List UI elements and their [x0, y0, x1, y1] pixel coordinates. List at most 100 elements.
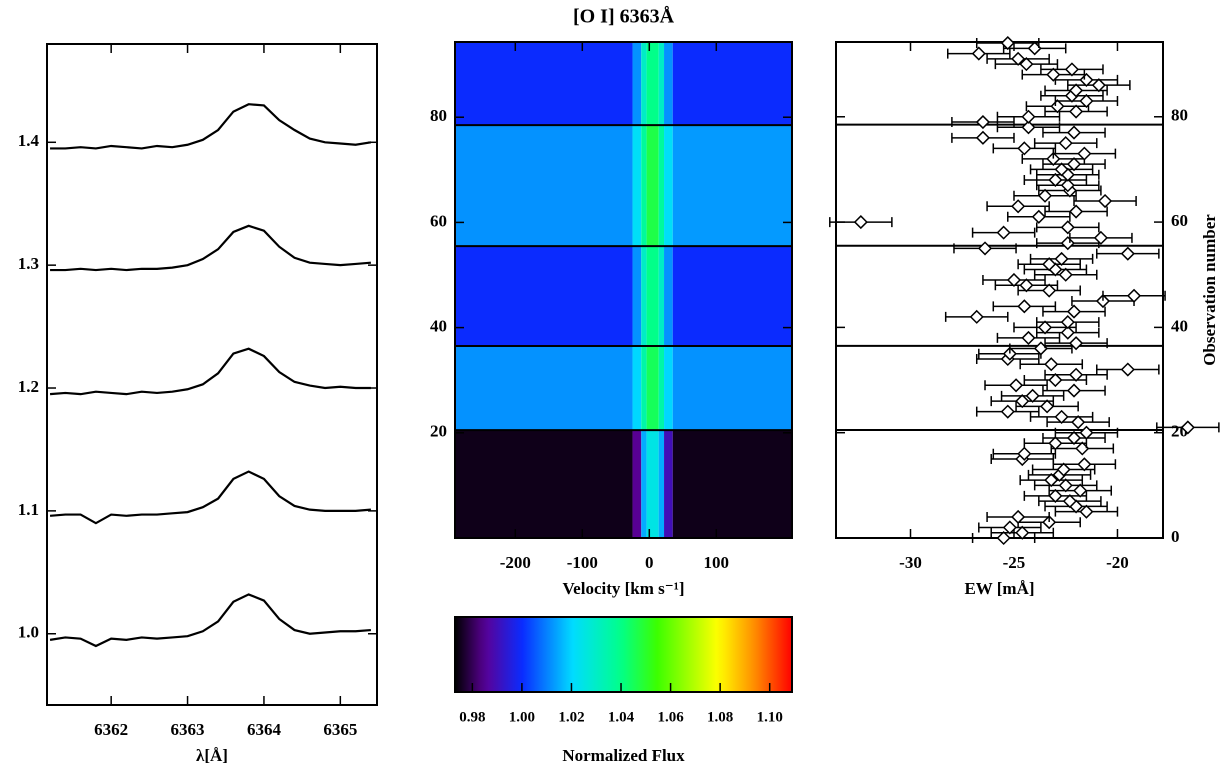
data-point	[1062, 494, 1077, 509]
data-point	[1060, 178, 1075, 193]
data-point	[1071, 415, 1086, 430]
y-tick-label: 1.4	[18, 131, 40, 150]
data-point	[1025, 388, 1040, 403]
data-point	[1073, 483, 1088, 498]
heatmap-cell	[455, 246, 633, 347]
data-point	[1120, 362, 1135, 377]
data-point	[1011, 509, 1026, 524]
colorbar-tick-label: 1.08	[707, 709, 733, 725]
data-point	[1019, 278, 1034, 293]
data-point	[1000, 404, 1015, 419]
data-point	[1066, 430, 1082, 446]
data-point	[1054, 162, 1069, 177]
data-point	[1021, 330, 1036, 345]
data-point	[1054, 409, 1069, 424]
heatmap-cell	[632, 246, 642, 347]
x-axis-label: λ[Å]	[196, 746, 228, 765]
x-tick-label: 6364	[247, 720, 282, 739]
spectrum-line	[50, 224, 371, 272]
heatmap-cell	[672, 430, 792, 538]
data-point	[1044, 357, 1059, 372]
y-tick-label: 40	[430, 317, 447, 336]
data-point	[971, 46, 986, 61]
data-point	[1048, 488, 1063, 503]
y-tick-label: 80	[430, 106, 447, 125]
data-point	[1031, 209, 1046, 224]
data-point	[1002, 520, 1017, 535]
data-point	[1079, 72, 1094, 87]
x-axis-label: EW [mÅ]	[964, 579, 1034, 598]
heatmap-cell	[672, 125, 792, 247]
data-point	[1021, 109, 1036, 124]
data-point	[1058, 478, 1073, 493]
heatmap-cell	[641, 246, 647, 347]
heatmap-cell	[455, 42, 633, 126]
x-axis-label: Velocity [km s⁻¹]	[562, 579, 684, 598]
data-point	[1064, 62, 1080, 77]
colorbar-tick-label: 1.02	[558, 709, 584, 725]
heatmap-cell	[646, 246, 659, 347]
heatmap-cell	[641, 430, 647, 538]
spectrum-line	[49, 470, 371, 525]
data-point	[1056, 462, 1071, 477]
colorbar-tick-label: 1.10	[757, 709, 783, 725]
heatmap-cell	[658, 346, 665, 431]
data-point	[1066, 125, 1082, 140]
data-point	[1180, 420, 1195, 435]
heatmap-cell	[455, 346, 633, 431]
y-tick-label: 40	[1171, 316, 1188, 335]
data-point	[1017, 446, 1032, 461]
y-tick-label: 0	[1171, 527, 1180, 546]
data-point	[1060, 236, 1075, 251]
data-point	[1093, 230, 1108, 245]
heatmap-cell	[646, 125, 659, 247]
data-point	[977, 241, 993, 256]
heatmap-cell	[658, 125, 665, 247]
data-point	[1017, 299, 1032, 314]
data-point	[1077, 457, 1092, 472]
data-point	[1011, 199, 1026, 214]
data-point	[1048, 372, 1063, 388]
heatmap-cell	[455, 430, 633, 538]
data-point	[1079, 504, 1094, 519]
data-point	[1019, 57, 1034, 72]
data-point	[1042, 515, 1057, 530]
y-tick-label: 1.1	[18, 500, 39, 519]
x-tick-label: 6365	[323, 720, 357, 739]
y-tick-label: 80	[1171, 106, 1188, 125]
heatmap-cell	[646, 346, 659, 431]
heatmap-cell	[672, 42, 792, 126]
heatmap-cell	[455, 125, 633, 247]
y-axis-label: Observation number	[1200, 214, 1219, 366]
data-point	[1069, 104, 1084, 119]
plot-frame	[46, 43, 378, 706]
y-tick-label: 60	[430, 211, 447, 230]
data-point	[1079, 425, 1094, 440]
heatmap-cell	[641, 42, 647, 126]
data-point	[1037, 188, 1053, 203]
data-point	[1044, 473, 1059, 488]
data-point	[1058, 136, 1073, 151]
x-tick-label: 6363	[171, 720, 205, 739]
data-point	[975, 114, 991, 130]
data-point	[1046, 67, 1061, 82]
data-point	[1069, 336, 1084, 351]
data-point	[1048, 172, 1063, 188]
data-point	[1015, 394, 1030, 409]
data-point	[996, 225, 1011, 240]
data-point	[1120, 246, 1135, 261]
heatmap-cell	[646, 430, 659, 538]
colorbar-tick-label: 1.00	[509, 709, 535, 725]
data-point	[1077, 146, 1092, 161]
heatmap-cell	[632, 125, 642, 247]
data-point	[1040, 399, 1055, 414]
heatmap-cell	[664, 42, 673, 126]
x-tick-label: -30	[899, 553, 922, 572]
heatmap-cell	[646, 42, 659, 126]
data-point	[1000, 35, 1015, 51]
data-point	[1048, 436, 1063, 451]
x-tick-label: -20	[1106, 553, 1129, 572]
heatmap-cell	[658, 246, 665, 347]
heatmap-cell	[658, 430, 665, 538]
